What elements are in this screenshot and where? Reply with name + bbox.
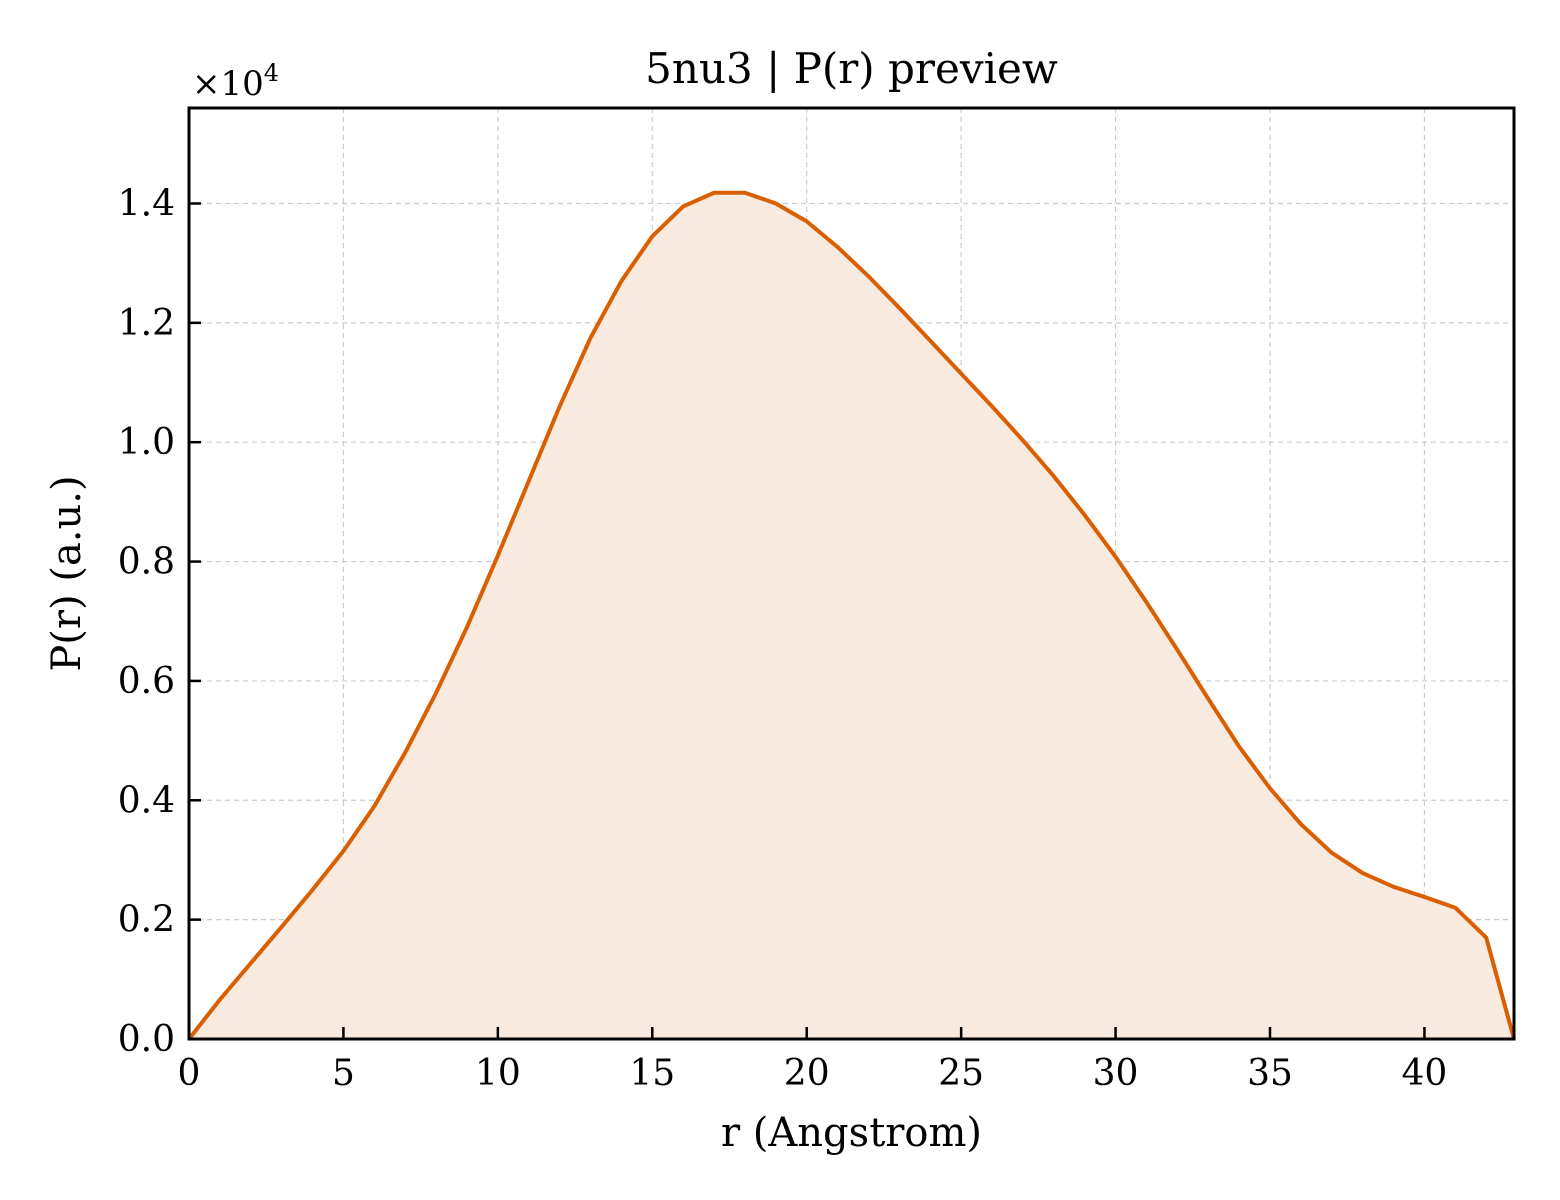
x-tick-label: 5 — [332, 1053, 355, 1094]
y-multiplier-base: ×10 — [192, 64, 264, 104]
pr-area-fill — [189, 192, 1514, 1040]
chart-title: 5nu3 | P(r) preview — [645, 44, 1058, 93]
x-tick-label: 10 — [475, 1053, 521, 1094]
y-tick-label: 0.2 — [118, 900, 175, 941]
x-axis-label: r (Angstrom) — [721, 1110, 982, 1156]
y-tick-label: 1.2 — [118, 303, 175, 344]
tick-labels: 0 5 10 15 20 25 30 35 40 0.0 0.2 0.4 0.6 0.8 1.0 1.2 1.4 — [118, 183, 1448, 1094]
y-tick-label: 0.8 — [118, 542, 175, 583]
plot-frame — [187, 106, 1516, 1041]
y-multiplier: ×104 — [192, 59, 279, 104]
pr-line — [187, 190, 1516, 1041]
x-tick-label: 15 — [629, 1053, 675, 1094]
y-tick-label: 0.6 — [118, 661, 175, 702]
y-tick-label: 0.4 — [118, 780, 175, 821]
x-tick-label: 0 — [178, 1053, 201, 1094]
y-tick-label: 1.4 — [118, 183, 175, 224]
y-tick-label: 1.0 — [118, 422, 175, 463]
x-tick-label: 30 — [1093, 1053, 1139, 1094]
y-axis-label: P(r) (a.u.) — [44, 475, 90, 671]
x-tick-label: 20 — [784, 1053, 830, 1094]
x-tick-label: 25 — [938, 1053, 984, 1094]
x-tick-label: 35 — [1247, 1053, 1293, 1094]
y-multiplier-exponent: 4 — [264, 59, 279, 87]
x-tick-label: 40 — [1402, 1053, 1448, 1094]
y-tick-label: 0.0 — [118, 1019, 175, 1060]
